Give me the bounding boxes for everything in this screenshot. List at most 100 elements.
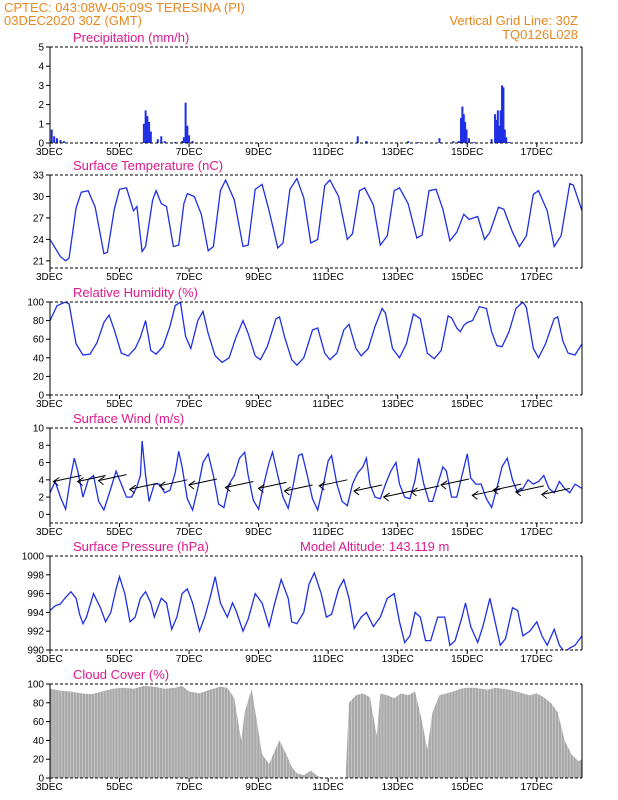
header-datetime: 03DEC2020 30Z (GMT) bbox=[4, 13, 142, 28]
x-tick-label: 15DEC bbox=[451, 654, 483, 665]
wind-arrowhead bbox=[188, 480, 196, 490]
y-tick-label: 60 bbox=[33, 335, 45, 346]
x-tick-label: 5DEC bbox=[106, 654, 133, 665]
x-tick-label: 13DEC bbox=[382, 654, 414, 665]
precip-bar bbox=[50, 129, 53, 143]
precip-bar bbox=[494, 114, 497, 143]
wind-arrow bbox=[225, 481, 254, 489]
wind-arrowhead bbox=[318, 481, 326, 491]
y-tick-label: 60 bbox=[33, 717, 45, 728]
y-tick-label: 80 bbox=[33, 698, 45, 709]
precip-bar bbox=[144, 110, 147, 143]
y-tick-label: 20 bbox=[33, 372, 45, 383]
precip-bar bbox=[55, 138, 58, 143]
series-line bbox=[50, 302, 582, 367]
y-tick-label: 4 bbox=[38, 62, 44, 73]
x-tick-label: 5DEC bbox=[106, 527, 133, 538]
precip-bar bbox=[502, 87, 505, 143]
y-tick-label: 80 bbox=[33, 316, 45, 327]
x-tick-label: 17DEC bbox=[521, 147, 553, 158]
panel-4: 990 992 994 996 998 1000 3DEC 5DEC 7DEC 9DEC 11DEC… bbox=[22, 539, 583, 665]
x-tick-label: 17DEC bbox=[521, 527, 553, 538]
precip-bar bbox=[473, 142, 476, 143]
y-tick-label: 24 bbox=[33, 235, 45, 246]
series-line bbox=[50, 571, 582, 650]
y-tick-label: 20 bbox=[33, 755, 45, 766]
model-altitude-label: Model Altitude: 143.119 m bbox=[300, 539, 449, 554]
precip-bar bbox=[438, 138, 441, 143]
y-tick-label: 8 bbox=[38, 441, 44, 452]
y-tick-label: 27 bbox=[33, 213, 45, 224]
x-tick-label: 7DEC bbox=[176, 147, 203, 158]
panel-title: Relative Humidity (%) bbox=[73, 285, 198, 300]
x-tick-label: 3DEC bbox=[36, 782, 63, 793]
x-tick-label: 13DEC bbox=[382, 147, 414, 158]
wind-arrowhead bbox=[410, 487, 418, 497]
precip-bar bbox=[490, 139, 493, 143]
precip-bar bbox=[495, 119, 498, 143]
precip-bar bbox=[505, 137, 508, 143]
precip-bar bbox=[467, 138, 470, 143]
y-tick-label: 5 bbox=[38, 43, 44, 54]
wind-arrowhead bbox=[440, 480, 448, 490]
wind-arrow bbox=[258, 481, 287, 489]
y-tick-label: 0 bbox=[38, 510, 44, 521]
wind-arrowhead bbox=[283, 486, 291, 496]
wind-arrow bbox=[515, 485, 544, 493]
precip-bar bbox=[142, 123, 145, 143]
precip-bar bbox=[417, 142, 420, 143]
x-tick-label: 15DEC bbox=[451, 272, 483, 283]
wind-arrow bbox=[98, 474, 127, 482]
y-tick-label: 100 bbox=[27, 680, 44, 691]
series-line bbox=[50, 440, 582, 512]
precip-bar bbox=[457, 141, 460, 143]
y-tick-label: 994 bbox=[27, 608, 44, 619]
precip-bar bbox=[163, 141, 166, 143]
x-tick-label: 9DEC bbox=[245, 527, 272, 538]
x-tick-label: 11DEC bbox=[312, 399, 344, 410]
wind-arrow bbox=[77, 475, 106, 482]
x-tick-label: 5DEC bbox=[106, 272, 133, 283]
x-tick-label: 15DEC bbox=[451, 527, 483, 538]
panel-2: 0 20 40 60 80 100 3DEC 5DEC 7DEC 9DEC 11DEC 13DEC 15… bbox=[27, 285, 583, 410]
x-tick-label: 11DEC bbox=[312, 654, 344, 665]
wind-arrowhead bbox=[97, 476, 105, 486]
precip-bar bbox=[181, 141, 184, 143]
precip-bar bbox=[160, 136, 163, 143]
wind-arrow bbox=[188, 478, 218, 486]
precip-bar bbox=[53, 136, 56, 143]
x-tick-label: 7DEC bbox=[176, 272, 203, 283]
precip-bar bbox=[452, 141, 455, 143]
x-tick-label: 13DEC bbox=[382, 272, 414, 283]
precip-bar bbox=[156, 139, 159, 143]
precip-bar bbox=[356, 136, 359, 143]
y-tick-label: 2 bbox=[38, 493, 44, 504]
wind-arrow bbox=[159, 479, 188, 487]
y-tick-label: 21 bbox=[33, 256, 45, 267]
precip-bar bbox=[496, 110, 499, 143]
wind-arrow bbox=[284, 484, 313, 492]
x-tick-label: 7DEC bbox=[176, 527, 203, 538]
precip-bar bbox=[62, 141, 65, 143]
x-tick-label: 3DEC bbox=[36, 147, 63, 158]
x-tick-label: 11DEC bbox=[312, 147, 344, 158]
x-tick-label: 17DEC bbox=[521, 654, 553, 665]
precip-bar bbox=[59, 140, 62, 143]
panel-5: 0 20 40 60 80 100 3DEC 5DEC 7DEC 9DEC 11DEC 13DEC 15… bbox=[27, 667, 583, 793]
wind-arrow bbox=[493, 483, 522, 491]
precip-bar bbox=[149, 131, 152, 143]
wind-arrowhead bbox=[382, 492, 390, 502]
x-tick-label: 9DEC bbox=[245, 147, 272, 158]
y-tick-label: 6 bbox=[38, 458, 44, 469]
wind-arrowhead bbox=[492, 485, 500, 495]
precip-bar bbox=[182, 137, 185, 143]
precip-bar bbox=[499, 110, 502, 143]
series-line bbox=[50, 177, 582, 262]
panel-0: 0 1 2 3 4 5 3DEC 5DEC 7DEC 9DEC 11DEC 13DEC 15DEC 17D… bbox=[36, 30, 583, 158]
precip-bar bbox=[184, 102, 187, 143]
wind-arrowhead bbox=[128, 484, 137, 494]
precip-bar bbox=[465, 129, 468, 143]
precip-bar bbox=[146, 116, 149, 143]
x-tick-label: 5DEC bbox=[106, 399, 133, 410]
